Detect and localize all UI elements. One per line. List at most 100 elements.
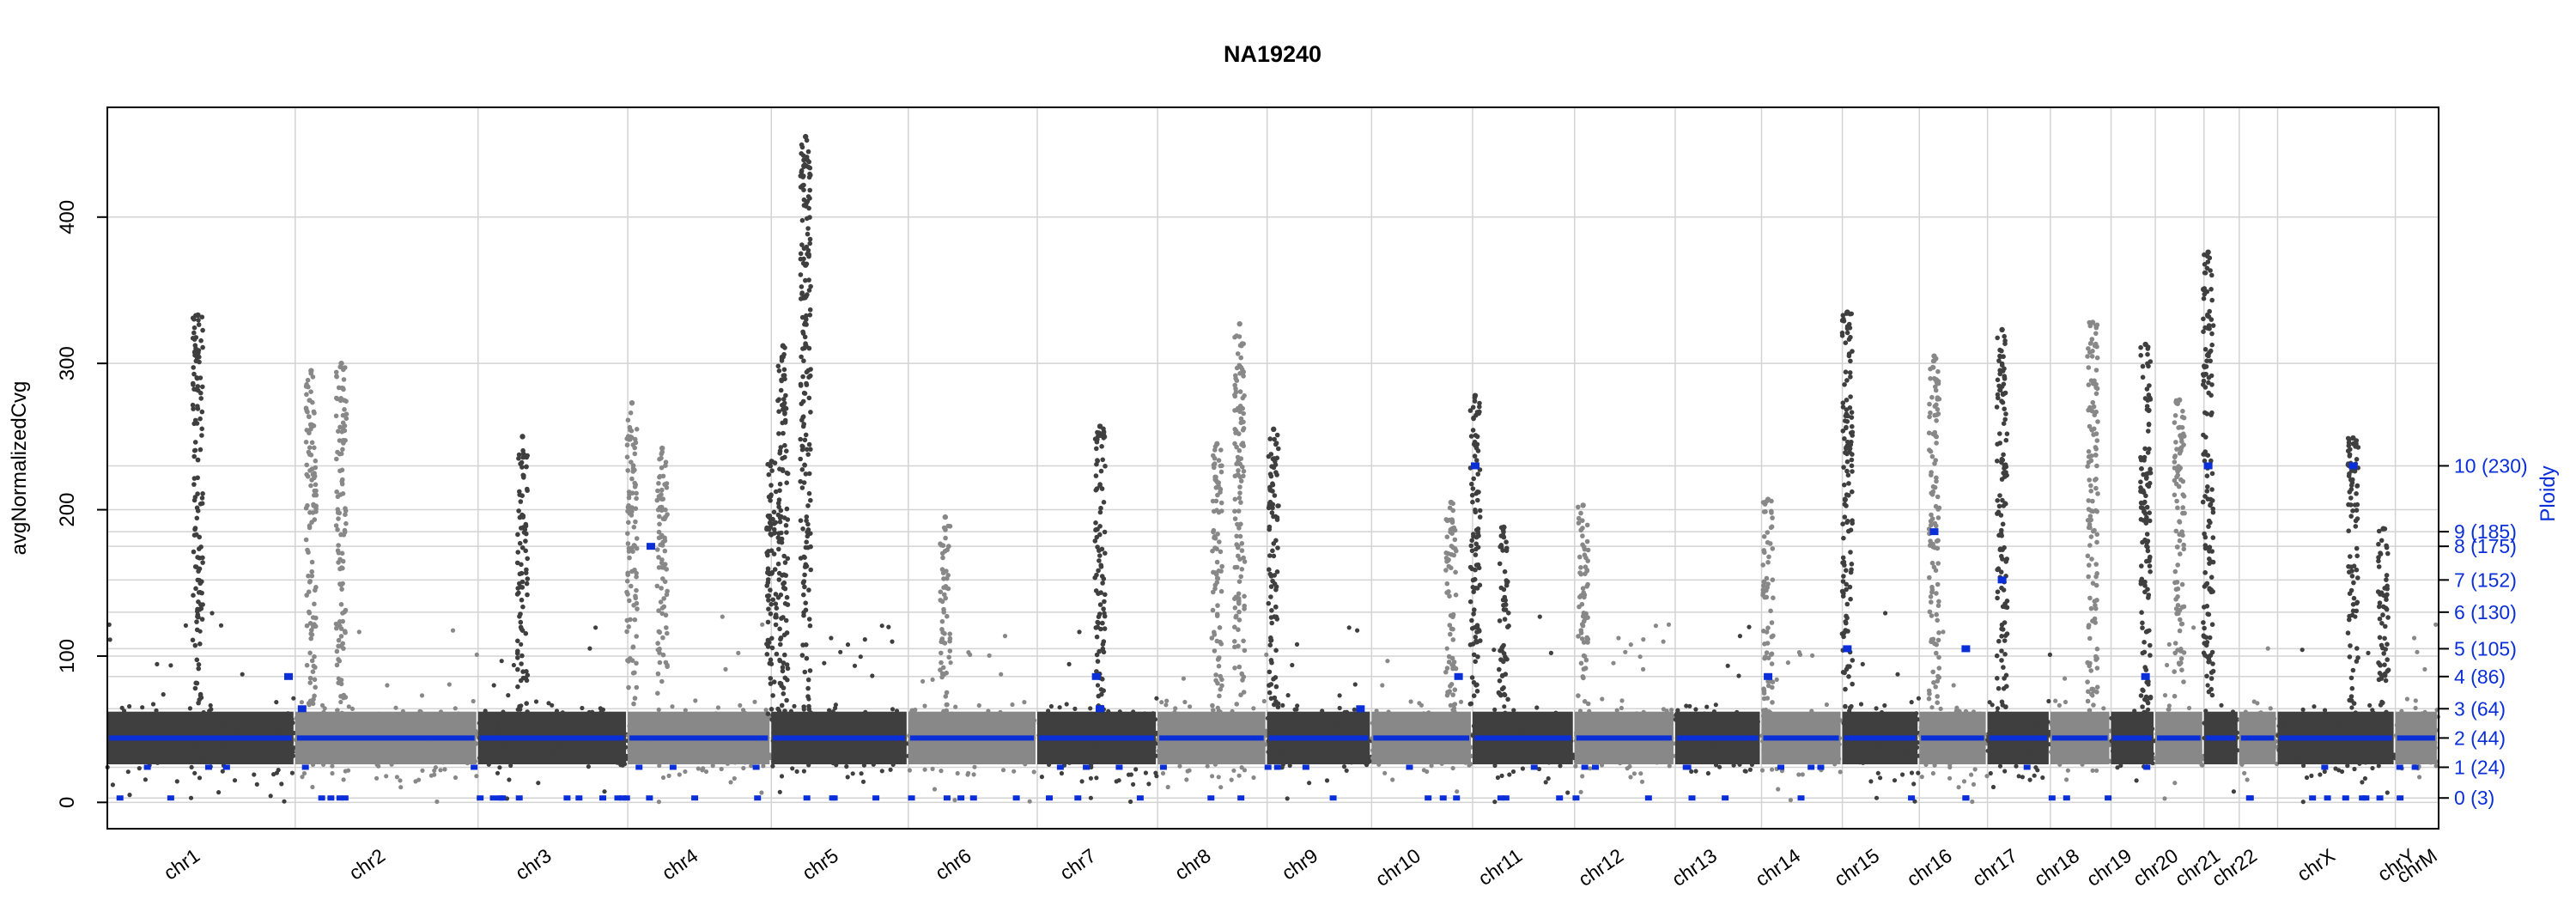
coverage-point	[2415, 650, 2419, 654]
coverage-point	[1866, 732, 1870, 736]
coverage-point	[2348, 727, 2352, 732]
coverage-point	[834, 745, 838, 750]
coverage-point	[1480, 721, 1485, 725]
peak-point	[1272, 573, 1277, 578]
peak-point	[779, 514, 784, 520]
coverage-point	[2385, 751, 2389, 756]
coverage-point	[803, 719, 807, 723]
peak-point	[805, 226, 811, 231]
peak-point	[777, 627, 782, 632]
coverage-point	[775, 760, 779, 764]
coverage-point	[1030, 757, 1034, 761]
coverage-point	[1932, 743, 1936, 747]
coverage-point	[601, 721, 605, 725]
coverage-point	[694, 749, 698, 753]
peak-point	[1240, 567, 1245, 572]
coverage-point	[1286, 693, 1291, 697]
coverage-point	[1277, 725, 1281, 729]
coverage-point	[263, 745, 267, 750]
coverage-point	[701, 717, 705, 721]
coverage-point	[2302, 712, 2306, 716]
coverage-point	[207, 708, 211, 713]
coverage-point	[2187, 706, 2191, 710]
peak-point	[1474, 629, 1479, 635]
coverage-point	[975, 746, 979, 751]
peak-point	[801, 593, 806, 598]
coverage-point	[1874, 726, 1878, 730]
coverage-point	[495, 749, 500, 753]
peak-point	[774, 601, 779, 606]
coverage-point	[1139, 757, 1144, 762]
peak-point	[313, 465, 319, 471]
coverage-point	[2423, 714, 2427, 718]
coverage-point	[1810, 654, 1814, 658]
coverage-point	[1297, 755, 1301, 759]
coverage-point	[1941, 748, 1945, 752]
coverage-point	[2194, 721, 2198, 725]
coverage-point	[374, 776, 379, 781]
coverage-point	[2175, 721, 2179, 726]
peak-point	[947, 639, 952, 644]
peak-point	[800, 330, 805, 335]
coverage-point	[661, 715, 665, 720]
coverage-point	[1450, 708, 1455, 712]
coverage-point	[1774, 757, 1778, 762]
coverage-point	[1230, 778, 1234, 782]
coverage-point	[289, 740, 294, 745]
coverage-point	[747, 747, 751, 751]
coverage-point	[1075, 732, 1079, 736]
peak-point	[804, 433, 809, 438]
peak-max-point	[1501, 525, 1506, 530]
peak-point	[770, 646, 775, 651]
coverage-point	[1049, 745, 1054, 749]
peak-point	[804, 471, 809, 477]
coverage-point	[534, 723, 538, 727]
coverage-point	[2091, 769, 2095, 773]
coverage-point	[473, 729, 477, 733]
peak-point	[782, 377, 787, 382]
peak-point	[663, 538, 668, 544]
coverage-point	[2267, 742, 2271, 746]
coverage-point	[2351, 731, 2355, 735]
peak-point	[944, 569, 949, 574]
coverage-point	[1502, 704, 1506, 708]
coverage-point	[463, 730, 467, 734]
coverage-point	[2217, 728, 2221, 733]
peak-point	[808, 410, 813, 415]
peak-point	[946, 655, 951, 660]
coverage-point	[1619, 706, 1624, 710]
coverage-point	[789, 709, 793, 714]
coverage-point	[544, 745, 548, 749]
peak-point	[624, 590, 629, 595]
peak-point	[634, 496, 639, 502]
coverage-point	[1692, 727, 1697, 731]
coverage-point	[1735, 710, 1739, 714]
peak-point	[627, 556, 632, 561]
peak-point	[1096, 569, 1101, 574]
coverage-point	[1873, 712, 1877, 716]
peak-point	[1218, 550, 1224, 555]
coverage-point	[1325, 727, 1329, 732]
coverage-point	[1449, 742, 1453, 746]
coverage-point	[952, 798, 957, 802]
coverage-point	[1328, 748, 1333, 752]
coverage-point	[320, 703, 325, 708]
coverage-point	[1592, 743, 1596, 747]
coverage-point	[2434, 763, 2439, 768]
coverage-point	[571, 746, 575, 751]
coverage-point	[2379, 741, 2384, 745]
coverage-point	[1295, 746, 1299, 751]
coverage-point	[2350, 714, 2354, 719]
coverage-point	[2287, 714, 2291, 718]
coverage-point	[2222, 752, 2227, 757]
peak-point	[766, 620, 771, 625]
coverage-point	[1342, 741, 1346, 745]
coverage-point	[711, 763, 715, 768]
coverage-point	[953, 705, 957, 709]
peak-point	[1240, 678, 1245, 683]
coverage-point	[1689, 769, 1693, 774]
coverage-point	[311, 763, 315, 767]
peak-point	[1238, 404, 1243, 409]
coverage-point	[2111, 730, 2116, 734]
coverage-point	[1002, 745, 1006, 750]
